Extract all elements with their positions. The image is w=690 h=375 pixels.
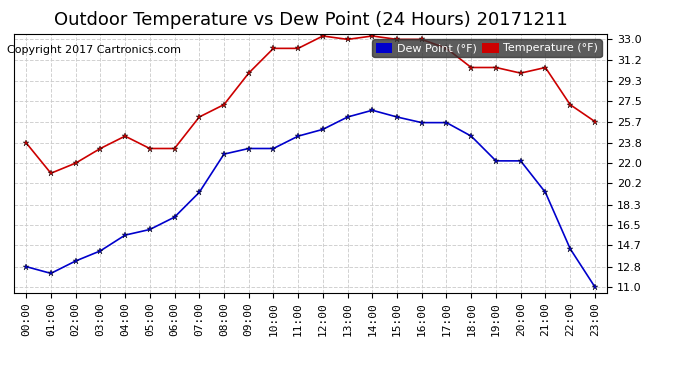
Legend: Dew Point (°F), Temperature (°F): Dew Point (°F), Temperature (°F) <box>373 39 602 57</box>
Text: Copyright 2017 Cartronics.com: Copyright 2017 Cartronics.com <box>7 45 181 55</box>
Title: Outdoor Temperature vs Dew Point (24 Hours) 20171211: Outdoor Temperature vs Dew Point (24 Hou… <box>54 11 567 29</box>
